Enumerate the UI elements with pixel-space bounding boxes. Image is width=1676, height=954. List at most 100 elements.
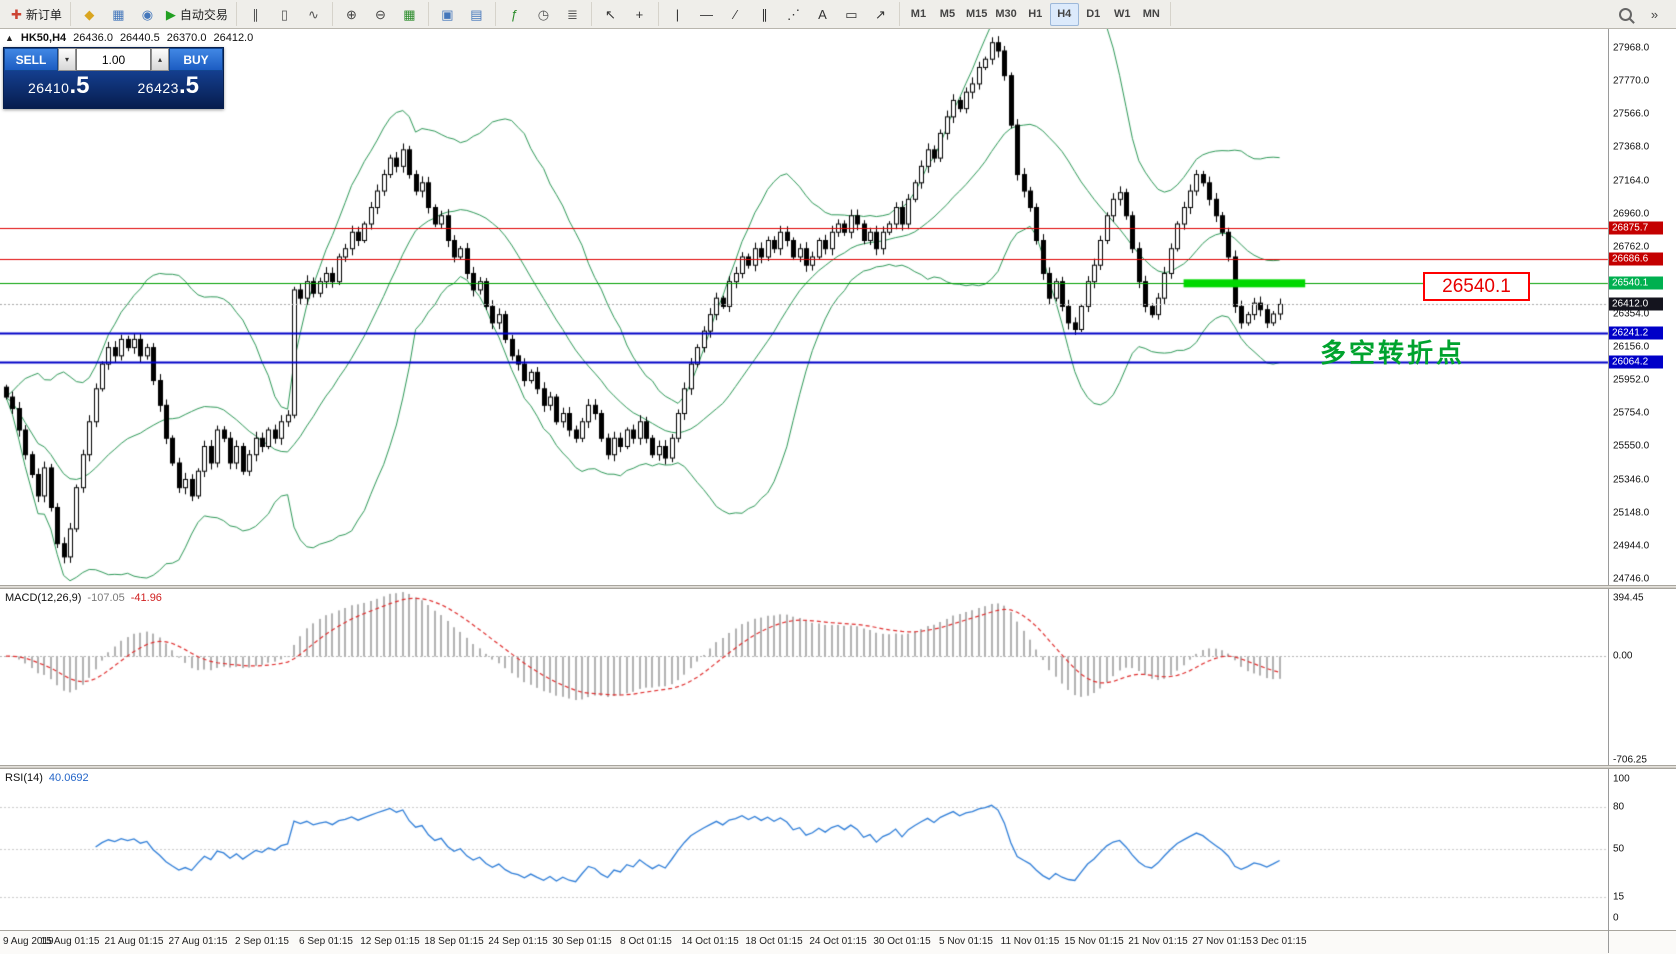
price-tick: 27770.0 (1613, 75, 1650, 87)
charts-profile-button[interactable]: ◆ (75, 3, 104, 26)
time-axis-label: 9 Aug 2019 (3, 936, 54, 947)
crosshair-button[interactable]: + (625, 3, 654, 26)
channel-button[interactable]: ∥ (750, 3, 779, 26)
text-button[interactable]: A (808, 3, 837, 26)
price-tick: 25952.0 (1613, 374, 1650, 386)
new-order-icon: ✚ (11, 6, 22, 22)
market-watch-icon: ▦ (112, 6, 125, 22)
rsi-scale-label: 15 (1613, 891, 1625, 903)
zoom-in-button[interactable]: ⊕ (337, 3, 366, 26)
price-tick: 26156.0 (1613, 341, 1650, 353)
rsi-scale-label: 0 (1613, 912, 1619, 924)
navigator-button[interactable]: ◉ (133, 3, 162, 26)
sell-price[interactable]: 26410 .5 (4, 71, 114, 108)
panel-divider[interactable] (0, 765, 1676, 769)
period-button[interactable]: ◷ (529, 3, 558, 26)
search-icon (1619, 7, 1632, 21)
panel-divider[interactable] (0, 585, 1676, 589)
ohlc-open: 26436.0 (73, 32, 113, 44)
more-tools-icon: » (1650, 6, 1659, 22)
new-order-button-label: 新订单 (25, 7, 62, 22)
indicators-button[interactable]: ƒ (500, 3, 529, 26)
timeframe-m15-label: M15 (965, 8, 988, 20)
time-axis-label: 15 Nov 01:15 (1064, 936, 1124, 947)
new-order-button[interactable]: ✚ 新订单 (7, 3, 66, 26)
label-button[interactable]: ▭ (837, 3, 866, 26)
timeframe-w1-label: W1 (1114, 8, 1131, 20)
more-tools-button[interactable]: » (1640, 3, 1669, 26)
bar-chart-button[interactable]: ∥ (241, 3, 270, 26)
candlestick-chart-icon: ▯ (280, 6, 289, 22)
price-badge: 26412.0 (1609, 297, 1663, 311)
auto-trading-icon: ▶ (165, 6, 176, 22)
timeframe-w1[interactable]: W1 (1108, 3, 1137, 26)
volume-up-button[interactable]: ▴ (150, 48, 169, 71)
rsi-scale-label: 100 (1613, 773, 1630, 785)
cascade-windows-button[interactable]: ▤ (462, 3, 491, 26)
rsi-indicator-label: RSI(14) 40.0692 (5, 772, 89, 784)
sell-button[interactable]: SELL (4, 48, 58, 71)
timeframe-m5[interactable]: M5 (933, 3, 962, 26)
toolbar-group: ⊕ ⊖ ▦ (333, 2, 429, 26)
trade-panel-collapse-icon[interactable]: ▲ (5, 33, 14, 43)
buy-price-decimal: .5 (178, 72, 199, 99)
vertical-line-button[interactable]: | (663, 3, 692, 26)
timeframe-m30[interactable]: M30 (991, 3, 1020, 26)
trendline-button[interactable]: ∕ (721, 3, 750, 26)
grid-button[interactable]: ▦ (395, 3, 424, 26)
price-tick: 24746.0 (1613, 573, 1650, 585)
auto-trading-button[interactable]: ▶ 自动交易 (162, 3, 232, 26)
price-tick: 25754.0 (1613, 407, 1650, 419)
vertical-line-icon: | (675, 6, 680, 22)
timeframe-mn[interactable]: MN (1137, 3, 1166, 26)
price-tick: 26960.0 (1613, 208, 1650, 220)
search-button[interactable] (1611, 3, 1640, 26)
timeframe-h1[interactable]: H1 (1021, 3, 1050, 26)
timeframe-m15[interactable]: M15 (962, 3, 991, 26)
buy-price-main: 26423 (137, 80, 179, 96)
market-watch-button[interactable]: ▦ (104, 3, 133, 26)
ohlc-close: 26412.0 (213, 32, 254, 44)
shapes-icon: ↗ (874, 6, 886, 22)
time-axis-label: 30 Oct 01:15 (873, 936, 931, 947)
timeframe-m5-label: M5 (939, 8, 956, 20)
volume-down-button[interactable]: ▾ (58, 48, 77, 71)
price-callout-box[interactable]: 26540.1 (1423, 272, 1530, 301)
price-badge: 26875.7 (1609, 221, 1663, 235)
time-axis-label: 15 Aug 01:15 (40, 936, 100, 947)
horizontal-line-button[interactable]: — (692, 3, 721, 26)
price-tick: 25346.0 (1613, 474, 1650, 486)
toolbar-group: ∥ ▯ ∿ (237, 2, 333, 26)
toolbar-group: M1 M5 M15 M30 H1 H4 D1 W1 MN (900, 2, 1171, 26)
price-badge: 26540.1 (1609, 276, 1663, 290)
toolbar-group: | — ∕ ∥ ⋰ A ▭ ↗ (659, 2, 900, 26)
timeframe-m1[interactable]: M1 (904, 3, 933, 26)
shapes-button[interactable]: ↗ (866, 3, 895, 26)
timeframe-m30-label: M30 (995, 8, 1017, 20)
turning-point-annotation[interactable]: 多空转折点 (1320, 338, 1466, 368)
candlestick-chart-button[interactable]: ▯ (270, 3, 299, 26)
rsi-scale-label: 50 (1613, 843, 1625, 854)
charts-profile-icon: ◆ (84, 6, 95, 22)
cursor-button[interactable]: ↖ (596, 3, 625, 26)
chart-symbol-info: ▲ HK50,H4 26436.0 26440.5 26370.0 26412.… (5, 32, 253, 44)
toolbar-group: ↖ + (592, 2, 659, 26)
price-tick: 27368.0 (1613, 141, 1650, 153)
line-chart-button[interactable]: ∿ (299, 3, 328, 26)
bar-chart-icon: ∥ (252, 6, 259, 22)
timeframe-h4[interactable]: H4 (1049, 2, 1079, 26)
timeframe-d1[interactable]: D1 (1079, 3, 1108, 26)
fibonacci-button[interactable]: ⋰ (779, 3, 808, 26)
volume-input[interactable] (76, 48, 151, 71)
templates-icon: ≣ (566, 6, 578, 22)
zoom-out-button[interactable]: ⊖ (366, 3, 395, 26)
toolbar-group: ◆ ▦ ◉ ▶ 自动交易 (71, 2, 237, 26)
buy-button[interactable]: BUY (169, 48, 223, 71)
buy-price[interactable]: 26423 .5 (114, 71, 224, 108)
toolbar-group: ▣ ▤ (429, 2, 496, 26)
templates-button[interactable]: ≣ (558, 3, 587, 26)
time-axis-label: 24 Sep 01:15 (488, 936, 548, 947)
tile-windows-button[interactable]: ▣ (433, 3, 462, 26)
